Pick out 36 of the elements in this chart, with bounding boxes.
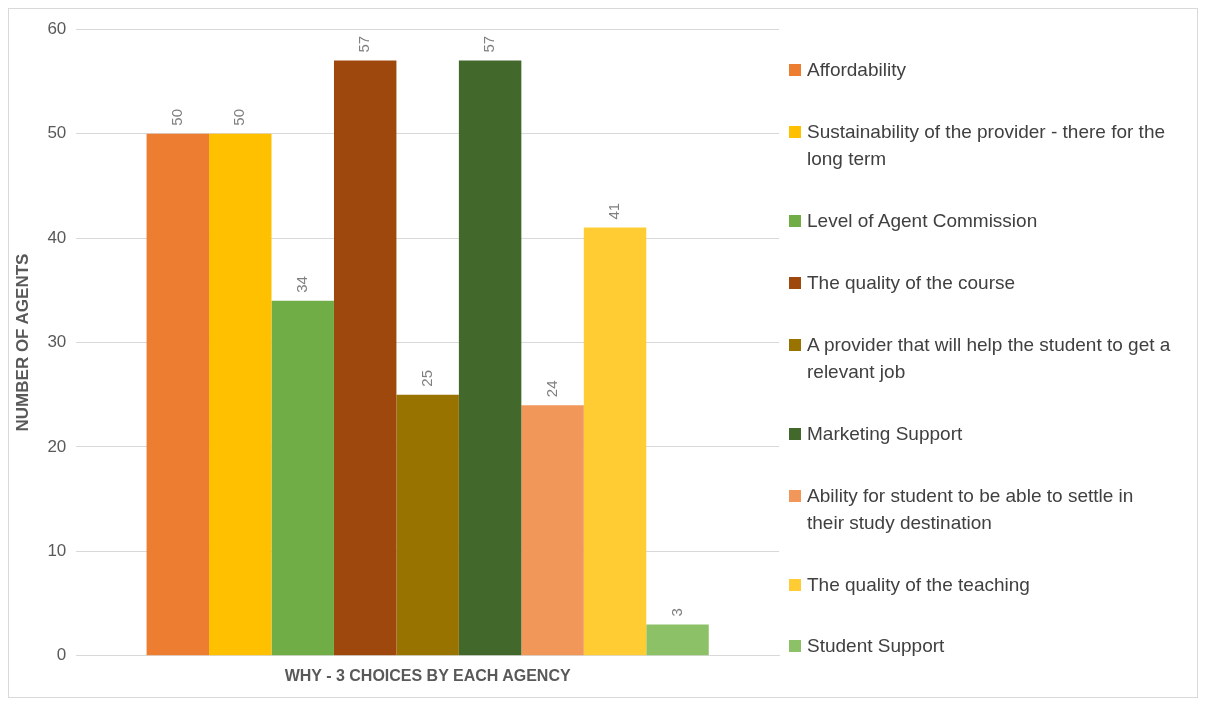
legend-label: Sustainability of the provider - there for the long term [807, 120, 1167, 172]
bar [521, 405, 584, 656]
bar [333, 60, 397, 656]
y-tick-label: 10 [47, 541, 67, 561]
data-label: 57 [355, 35, 373, 53]
data-label: 3 [667, 608, 685, 617]
data-label: 50 [230, 108, 248, 126]
data-label: 34 [292, 276, 310, 293]
y-axis-title: NUMBER OF AGENTS [12, 253, 32, 432]
legend-label: Student Support [807, 634, 945, 659]
bar [646, 624, 709, 656]
legend-label: Level of Agent Commission [807, 209, 1038, 234]
legend-label: The quality of the course [807, 271, 1016, 296]
bar [583, 227, 647, 656]
data-label: 25 [417, 370, 435, 387]
legend-label: The quality of the teaching [807, 572, 1030, 597]
bar [271, 300, 334, 656]
y-tick-label: 50 [47, 123, 67, 143]
bar [396, 394, 459, 656]
legend-label: A provider that will help the student to get a relevant job [807, 332, 1172, 384]
x-tick-label: WHY - 3 CHOICES BY EACH AGENCY [284, 666, 571, 684]
legend-label: Marketing Support [807, 421, 963, 446]
data-label: 57 [480, 35, 498, 53]
data-label: 41 [605, 202, 623, 220]
bar [209, 133, 272, 656]
bar [458, 60, 522, 656]
y-tick-label: 30 [47, 332, 67, 352]
y-tick-label: 40 [47, 227, 67, 247]
data-label: 50 [167, 108, 185, 126]
y-tick-label: 60 [47, 18, 67, 38]
legend-label: Affordability [807, 58, 906, 83]
legend-label: Ability for student to be able to settle in their study destination [807, 483, 1135, 535]
bar [146, 133, 210, 656]
data-label: 24 [542, 380, 560, 398]
y-tick-label: 0 [56, 645, 67, 665]
y-tick-label: 20 [47, 436, 67, 456]
